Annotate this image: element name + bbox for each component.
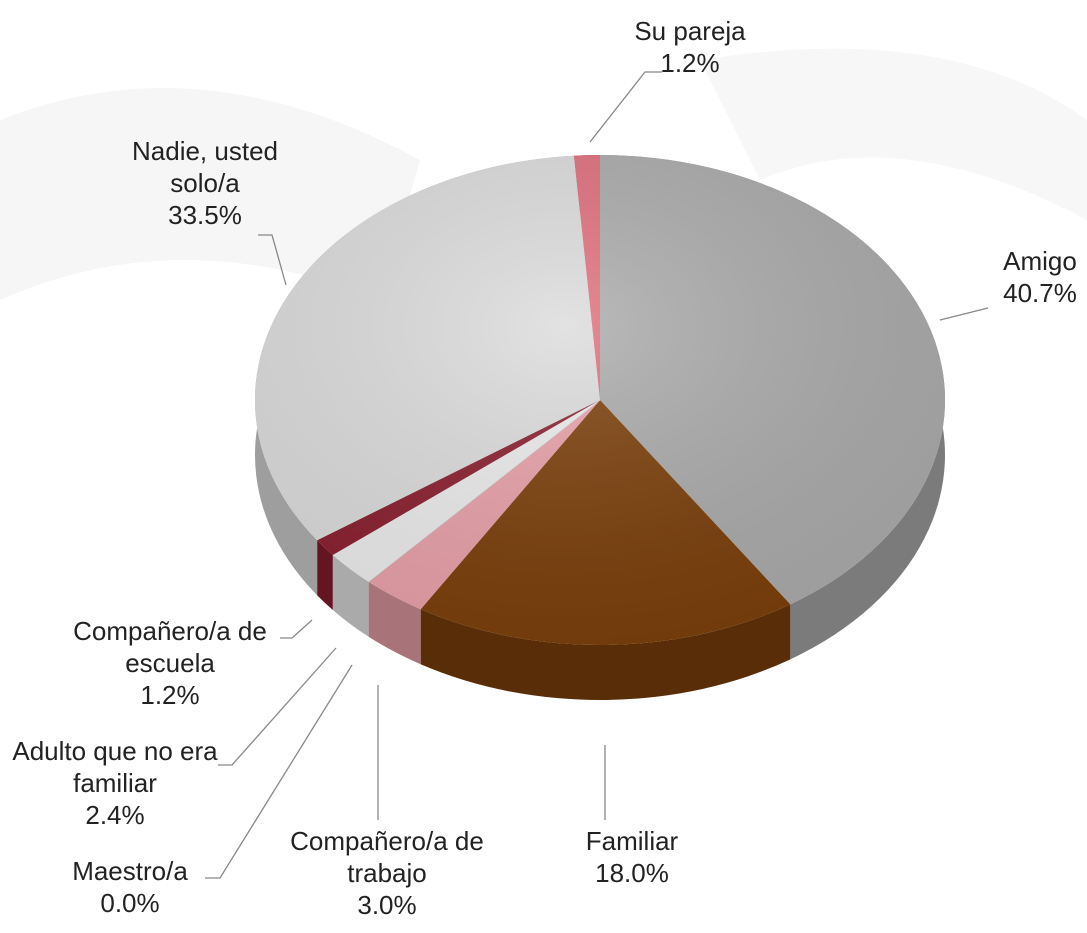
data-label: Su pareja 1.2% (590, 15, 790, 79)
value-label: 3.0% (357, 890, 417, 920)
category-label: Su pareja (634, 16, 746, 46)
data-label: Amigo 40.7% (980, 245, 1087, 309)
leader-line (218, 647, 337, 766)
data-label: Compañero/a de trabajo 3.0% (282, 825, 492, 921)
value-label: 1.2% (140, 680, 200, 710)
data-label: Familiar 18.0% (552, 825, 712, 889)
category-label: Adulto que no era familiar (12, 736, 218, 798)
leader-line (939, 307, 989, 321)
category-label: Maestro/a (72, 856, 188, 886)
leader-line (258, 234, 287, 286)
data-label: Compañero/a de escuela 1.2% (63, 615, 278, 711)
category-label: Familiar (585, 826, 679, 856)
data-label: Adulto que no era familiar 2.4% (8, 735, 223, 831)
category-label: Compañero/a de trabajo (290, 826, 484, 888)
leader-line (205, 664, 353, 879)
data-label: Maestro/a 0.0% (50, 855, 210, 919)
leader-line (280, 619, 313, 639)
slice-side (420, 604, 791, 700)
value-label: 18.0% (595, 858, 669, 888)
category-label: Compañero/a de escuela (73, 616, 267, 678)
value-label: 2.4% (85, 800, 145, 830)
value-label: 33.5% (168, 200, 242, 230)
data-label: Nadie, usted solo/a 33.5% (105, 135, 305, 231)
category-label: Amigo (1003, 246, 1077, 276)
background-shape (700, 48, 1087, 220)
value-label: 1.2% (660, 48, 720, 78)
value-label: 40.7% (1003, 278, 1077, 308)
category-label: Nadie, usted solo/a (132, 136, 278, 198)
leader-line (589, 71, 662, 143)
value-label: 0.0% (100, 888, 160, 918)
